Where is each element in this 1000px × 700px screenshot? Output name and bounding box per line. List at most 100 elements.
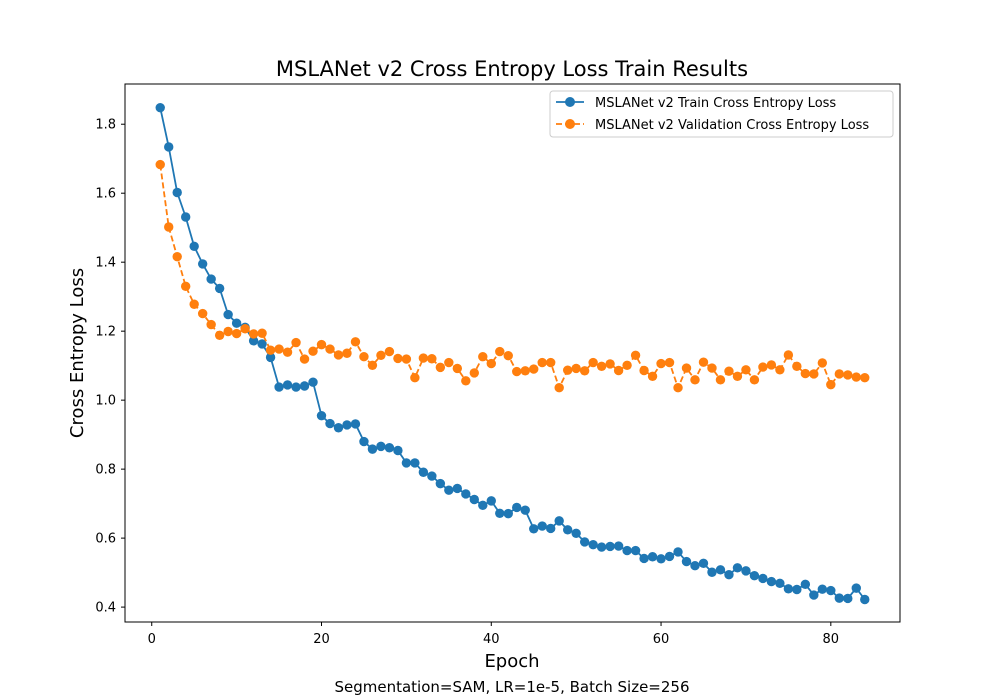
- legend-box: [549, 90, 894, 138]
- train-point: [384, 443, 395, 453]
- train-point: [664, 551, 675, 562]
- train-point: [758, 573, 768, 584]
- train-point: [367, 444, 378, 454]
- validation-point: [826, 379, 836, 390]
- validation-point: [350, 337, 361, 347]
- validation-point: [520, 366, 530, 376]
- train-point: [843, 593, 853, 604]
- validation-point: [223, 326, 233, 337]
- train-point: [206, 274, 216, 284]
- validation-point: [478, 351, 488, 362]
- train-point: [469, 494, 479, 505]
- validation-point: [664, 357, 675, 368]
- train-point: [350, 419, 361, 429]
- validation-point: [418, 353, 429, 363]
- train-point: [809, 590, 819, 600]
- train-point: [214, 283, 225, 294]
- validation-point: [503, 350, 513, 361]
- train-point: [834, 593, 845, 603]
- train-point: [274, 382, 284, 392]
- validation-point: [673, 383, 683, 393]
- train-point: [265, 352, 276, 363]
- validation-point: [698, 357, 709, 367]
- validation-point: [809, 369, 819, 379]
- y-tick-label: 1.4: [95, 256, 116, 271]
- validation-point: [206, 319, 216, 330]
- validation-point: [851, 372, 861, 382]
- validation-point: [630, 350, 641, 361]
- y-axis-title: Cross Entropy Loss: [67, 268, 88, 438]
- validation-point: [817, 358, 828, 368]
- train-point: [418, 467, 429, 477]
- train-point: [401, 458, 412, 468]
- train-point: [537, 521, 547, 531]
- train-point: [673, 547, 683, 557]
- train-point: [299, 381, 310, 391]
- train-point: [333, 423, 344, 433]
- train-point: [817, 584, 828, 594]
- validation-point: [155, 159, 165, 170]
- train-point: [164, 142, 174, 152]
- validation-point: [741, 365, 751, 375]
- validation-point: [783, 350, 794, 360]
- train-point: [630, 545, 641, 556]
- validation-point: [291, 337, 301, 348]
- train-point: [690, 561, 700, 571]
- validation-point: [834, 369, 845, 379]
- validation-point: [681, 363, 692, 373]
- validation-point: [596, 361, 607, 372]
- validation-point: [461, 376, 471, 386]
- train-point: [571, 528, 581, 538]
- validation-point: [248, 329, 259, 339]
- validation-point: [172, 251, 182, 262]
- validation-point: [469, 368, 479, 378]
- train-point: [622, 545, 632, 556]
- validation-point: [325, 344, 335, 354]
- validation-point: [452, 363, 463, 374]
- x-axis: 0 20 40 60 80: [148, 622, 839, 647]
- legend-train-marker: [565, 97, 575, 107]
- train-point: [435, 478, 446, 489]
- validation-point: [282, 347, 293, 357]
- validation-point: [529, 364, 539, 374]
- train-point: [197, 259, 208, 269]
- validation-point: [792, 361, 802, 372]
- train-point: [410, 458, 420, 468]
- validation-point: [613, 365, 624, 376]
- train-point: [579, 537, 590, 547]
- y-tick-label: 0.4: [95, 601, 116, 616]
- validation-point: [800, 368, 811, 379]
- train-point: [715, 565, 726, 575]
- validation-point: [274, 344, 284, 354]
- validation-point: [690, 375, 700, 385]
- validation-point: [197, 308, 208, 319]
- train-point: [860, 594, 870, 605]
- train-point: [316, 410, 327, 421]
- validation-point: [486, 358, 496, 369]
- train-point: [562, 525, 573, 535]
- validation-point: [546, 357, 556, 368]
- validation-point: [180, 281, 191, 292]
- train-point: [359, 436, 369, 447]
- train-point: [639, 553, 649, 564]
- validation-point: [257, 328, 267, 338]
- train-point: [155, 102, 165, 113]
- y-tick-label: 1.2: [95, 325, 116, 340]
- validation-point: [724, 366, 734, 376]
- validation-point: [384, 346, 395, 357]
- validation-point: [231, 328, 242, 339]
- validation-point: [308, 346, 318, 356]
- validation-point: [401, 354, 412, 364]
- x-tick-label: 20: [313, 632, 330, 647]
- train-point: [231, 318, 242, 328]
- train-point: [588, 539, 598, 550]
- train-point: [427, 471, 437, 481]
- train-point: [529, 524, 539, 534]
- train-point: [596, 542, 607, 552]
- train-point: [291, 382, 301, 392]
- validation-point: [265, 345, 276, 355]
- validation-point: [571, 363, 581, 374]
- train-point: [826, 585, 836, 596]
- validation-point: [588, 357, 598, 368]
